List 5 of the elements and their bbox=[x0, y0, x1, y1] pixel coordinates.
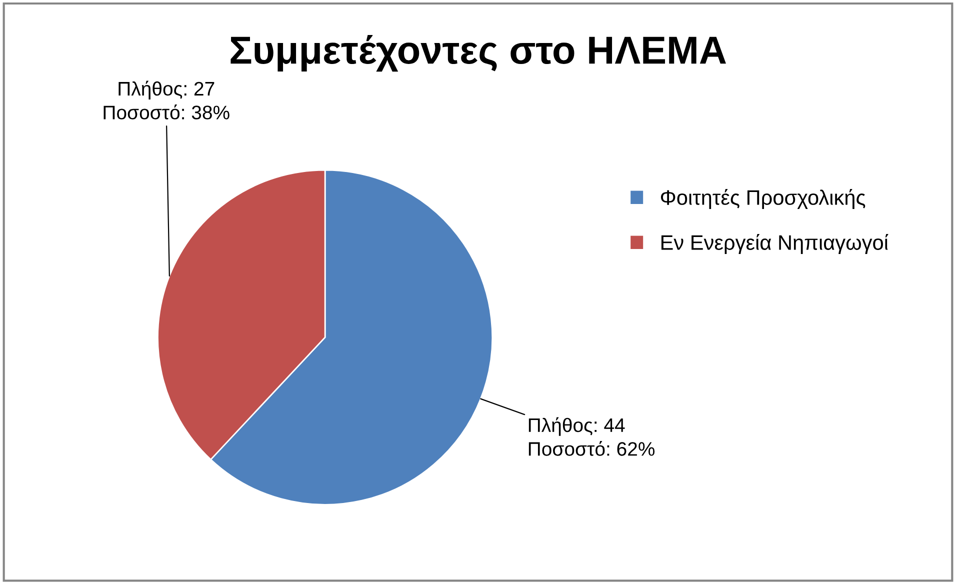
chart-title: Συμμετέχοντες στο ΗΛΕΜΑ bbox=[230, 34, 726, 72]
data-label: Πλήθος: 27 Ποσοστό: 38% bbox=[104, 80, 230, 120]
legend-label: Εν Ενεργεία Νηπιαγωγοί bbox=[661, 234, 888, 254]
data-label: Πλήθος: 44 Ποσοστό: 62% bbox=[528, 417, 655, 456]
legend-label: Φοιτητές Προσχολικής bbox=[660, 189, 866, 210]
